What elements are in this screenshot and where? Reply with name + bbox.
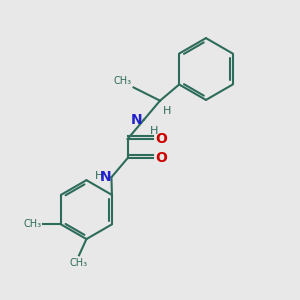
Text: CH₃: CH₃ xyxy=(70,258,88,268)
Text: CH₃: CH₃ xyxy=(114,76,132,86)
Text: H: H xyxy=(95,171,103,181)
Text: N: N xyxy=(100,170,111,184)
Text: H: H xyxy=(162,106,171,116)
Text: H: H xyxy=(150,126,159,136)
Text: O: O xyxy=(155,132,167,146)
Text: CH₃: CH₃ xyxy=(24,219,42,229)
Text: N: N xyxy=(131,113,142,127)
Text: O: O xyxy=(155,151,167,165)
